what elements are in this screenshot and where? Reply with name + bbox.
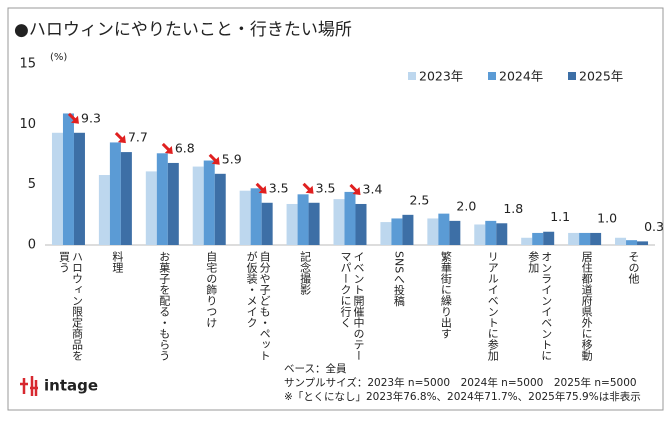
- value-label: 7.7: [128, 130, 148, 145]
- value-label: 3.4: [363, 181, 383, 196]
- x-tick-label: その他: [627, 251, 641, 284]
- arrow-head: [352, 186, 361, 195]
- note: ※「とくになし」2023年76.8%、2024年71.7%、2025年75.9%…: [284, 390, 641, 403]
- y-tick-label: 5: [28, 177, 36, 192]
- bar: [637, 241, 649, 245]
- legend-label: 2023年: [419, 69, 463, 84]
- value-label: 0.3: [644, 219, 664, 234]
- bar: [109, 142, 121, 245]
- bar: [250, 188, 262, 245]
- legend-label: 2024年: [499, 69, 543, 84]
- arrow-head: [70, 115, 79, 124]
- bar: [615, 237, 627, 245]
- note: ベース：全員: [284, 362, 347, 375]
- value-label: 2.0: [456, 198, 476, 213]
- bar: [380, 222, 392, 245]
- x-tick-label: 料理: [110, 251, 124, 273]
- bar: [203, 160, 215, 245]
- arrow-head: [211, 156, 220, 165]
- bar: [344, 191, 356, 245]
- logo-icon: [20, 376, 38, 396]
- logo: intage: [44, 377, 98, 395]
- bar: [73, 132, 85, 245]
- chart-title: ●ハロウィンにやりたいこと・行きたい場所: [14, 20, 352, 40]
- x-tick-label: 居住都道府県外に移動: [580, 251, 594, 361]
- bar: [579, 232, 591, 245]
- legend-swatch: [408, 72, 416, 80]
- bar: [449, 220, 461, 245]
- x-tick-label: お菓子を配る・もらう: [157, 251, 171, 361]
- x-tick-label: リアルイベントに参加: [486, 251, 500, 361]
- bar: [297, 194, 309, 245]
- y-tick-label: 0: [28, 238, 36, 253]
- value-label: 1.0: [597, 210, 617, 225]
- y-unit: (%): [50, 52, 67, 63]
- value-label: 3.5: [316, 180, 336, 195]
- bar: [543, 231, 555, 245]
- bar: [156, 153, 168, 245]
- bar: [391, 218, 403, 245]
- bar: [438, 213, 450, 245]
- bar: [427, 218, 439, 245]
- value-label: 1.8: [503, 201, 523, 216]
- value-label: 2.5: [409, 192, 429, 207]
- y-tick-label: 10: [19, 117, 36, 132]
- x-tick-label: 自分や子ども・ペットが仮装・メイク: [245, 251, 272, 361]
- note: サンプルサイズ：2023年 n=5000 2024年 n=5000 2025年 …: [284, 376, 637, 389]
- bar: [192, 166, 204, 245]
- bar: [590, 232, 602, 245]
- value-label: 3.5: [269, 180, 289, 195]
- bar: [532, 232, 544, 245]
- x-tick-label: SNSへ投稿: [392, 251, 406, 307]
- x-tick-label: ハロウィン限定商品を買う: [57, 251, 84, 361]
- x-tick-label: オンラインイベントに参加: [526, 251, 553, 361]
- bar: [355, 203, 367, 245]
- arrow-head: [258, 185, 267, 194]
- x-tick-label: 記念撮影: [298, 251, 312, 295]
- y-tick-label: 15: [19, 57, 36, 72]
- value-label: 6.8: [175, 140, 195, 155]
- x-tick-label: イベント開催中のテーマパークに行く: [339, 251, 365, 361]
- bar: [568, 232, 580, 245]
- bar: [308, 202, 320, 245]
- bar: [167, 162, 179, 245]
- x-tick-label: 自宅の飾りつけ: [204, 251, 218, 328]
- arrow-head: [117, 135, 126, 144]
- arrow-head: [305, 185, 314, 194]
- legend-swatch: [488, 72, 496, 80]
- value-label: 9.3: [81, 110, 101, 125]
- bar: [474, 224, 486, 245]
- value-label: 5.9: [222, 151, 242, 166]
- bar: [485, 220, 497, 245]
- bar: [402, 214, 414, 245]
- legend-swatch: [568, 72, 576, 80]
- bar: [286, 203, 298, 245]
- bar: [214, 173, 226, 245]
- bar: [333, 199, 345, 245]
- bar: [51, 132, 63, 245]
- x-tick-label: 繁華街に繰り出す: [439, 251, 453, 339]
- frame: [7, 7, 664, 411]
- bar: [496, 223, 508, 245]
- legend-label: 2025年: [579, 69, 623, 84]
- bar: [521, 237, 533, 245]
- bar: [626, 240, 638, 245]
- arrow-head: [164, 145, 173, 154]
- bar: [239, 190, 251, 245]
- bar: [120, 152, 132, 245]
- bar: [98, 175, 110, 245]
- value-label: 1.1: [550, 209, 570, 224]
- bar: [62, 113, 74, 246]
- bar: [145, 171, 157, 245]
- bar: [261, 202, 273, 245]
